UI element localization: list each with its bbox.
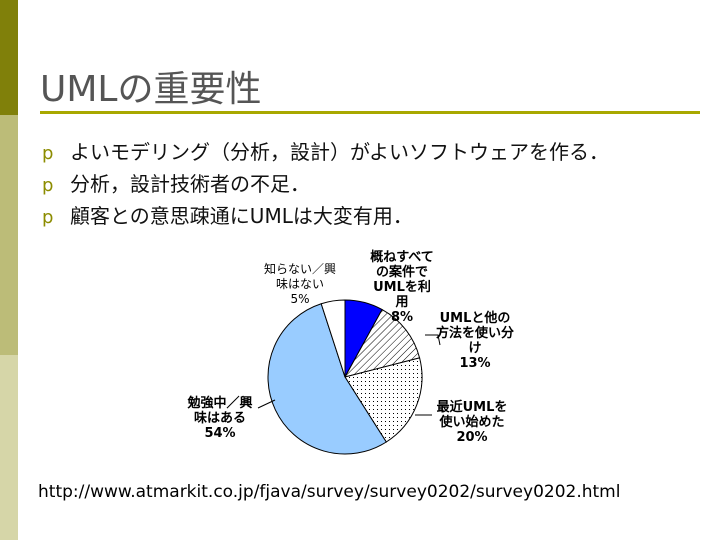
bullet-symbol: p (42, 143, 54, 164)
value-label: 13% (459, 356, 491, 371)
side-strip (0, 0, 18, 115)
pie-slice (320, 299, 346, 378)
bullet-symbol: p (42, 207, 54, 228)
pie-slice (344, 357, 423, 443)
pie-label: 最近UMLを使い始めた 20% (432, 400, 512, 445)
value-label: 5% (290, 292, 310, 306)
bullet-text: よいモデリング（分析，設計）がよいソフトウェアを作る． (70, 140, 609, 164)
bullet-text: 分析，設計技術者の不足． (70, 172, 310, 196)
bullet: p 分析，設計技術者の不足． (42, 168, 310, 197)
pie-slice (344, 308, 421, 378)
bullet: p よいモデリング（分析，設計）がよいソフトウェアを作る． (42, 136, 609, 165)
pie-label: 勉強中／興味はある 54% (185, 396, 255, 441)
slide-title: UMLの重要性 (40, 69, 262, 110)
category-label: 概ねすべての案件でUMLを利用 (370, 250, 434, 310)
title-rule (40, 111, 700, 114)
pie-label: 知らない／興味はない 5% (261, 262, 339, 307)
bullet: p 顧客との意思疎通にUMLは大変有用． (42, 200, 413, 229)
source-url: http://www.atmarkit.co.jp/fjava/survey/s… (38, 482, 621, 502)
bullet-text: 顧客との意思疎通にUMLは大変有用． (70, 204, 413, 228)
value-label: 8% (390, 310, 414, 325)
category-label: UMLと他の方法を使い分け (435, 311, 514, 356)
bullet-symbol: p (42, 175, 54, 196)
value-label: 54% (204, 426, 236, 441)
side-strip (0, 355, 18, 540)
pie-label: UMLと他の方法を使い分け 13% (435, 311, 515, 371)
category-label: 勉強中／興味はある (187, 396, 253, 426)
pie-slice (267, 303, 387, 455)
category-label: 最近UMLを使い始めた (436, 400, 508, 430)
value-label: 20% (456, 430, 488, 445)
category-label: 知らない／興味はない (263, 262, 336, 291)
leader-lines (257, 334, 441, 416)
pie-label: 概ねすべての案件でUMLを利用 8% (367, 250, 437, 325)
